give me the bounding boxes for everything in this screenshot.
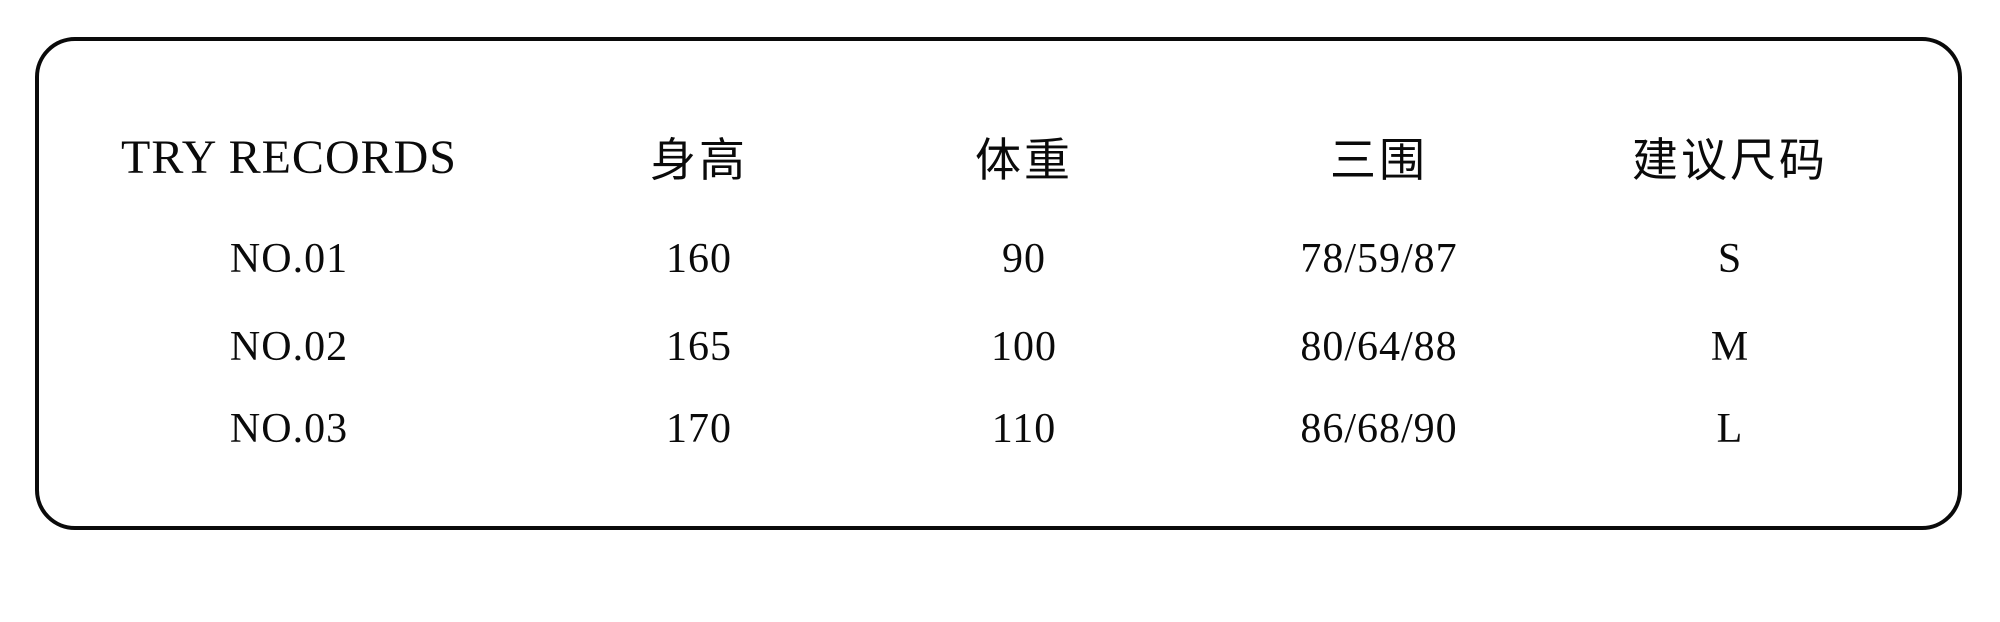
row1-measurements: 78/59/87 xyxy=(1300,235,1458,282)
row1-size: S xyxy=(1717,235,1743,282)
row1-label: NO.01 xyxy=(229,235,349,282)
row2-size: M xyxy=(1710,324,1750,370)
row3-measurements: 86/68/90 xyxy=(1300,406,1458,452)
row3-label: NO.03 xyxy=(229,406,349,452)
row2-label: NO.02 xyxy=(229,324,349,370)
row1-weight: 90 xyxy=(1002,235,1046,282)
row2-height: 165 xyxy=(666,324,732,370)
row3-height: 170 xyxy=(666,406,732,452)
size-chart-card: TRY RECORDS 身高 体重 三围 建议尺码 NO.01 160 90 7… xyxy=(35,37,1962,530)
size-chart-table: TRY RECORDS 身高 体重 三围 建议尺码 NO.01 160 90 7… xyxy=(39,41,1958,470)
row2-weight: 100 xyxy=(991,324,1057,370)
row2-measurements: 80/64/88 xyxy=(1300,324,1458,370)
header-cell-height: 身高 xyxy=(650,135,748,186)
header-cell-try-records: TRY RECORDS xyxy=(121,130,457,184)
row3-size: L xyxy=(1716,406,1744,452)
row1-height: 160 xyxy=(666,235,732,282)
row3-weight: 110 xyxy=(991,406,1057,452)
header-cell-measurements: 三围 xyxy=(1330,135,1428,186)
header-cell-suggested-size: 建议尺码 xyxy=(1632,135,1828,186)
header-cell-weight: 体重 xyxy=(975,135,1073,186)
